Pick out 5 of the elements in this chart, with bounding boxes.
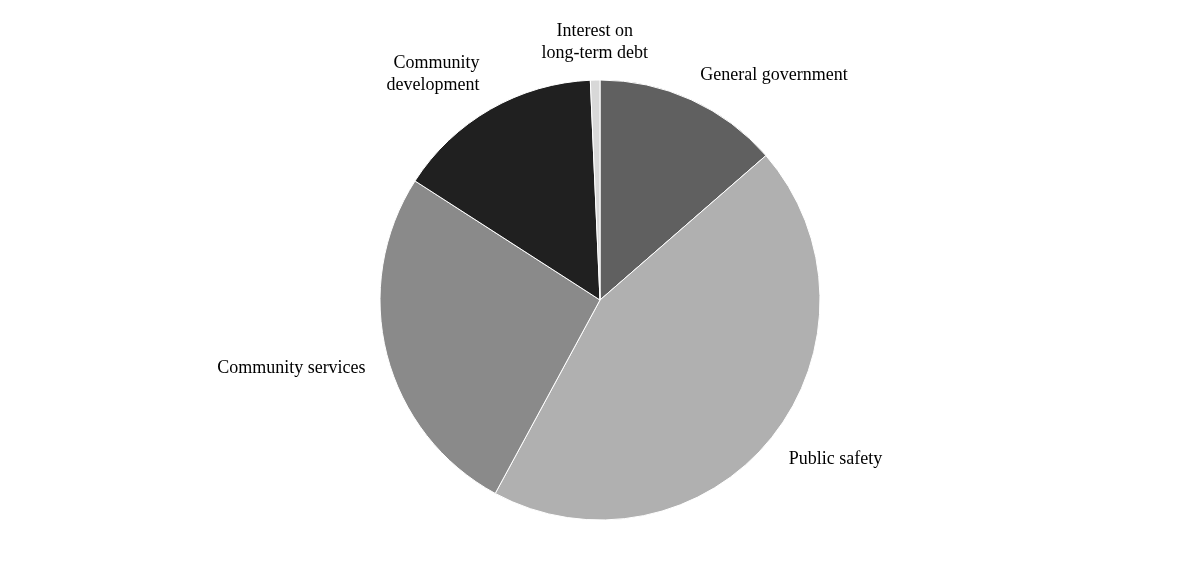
slice-label: Community services xyxy=(217,356,366,377)
slice-label: Interest on long-term debt xyxy=(541,20,648,63)
slice-label: Community development xyxy=(386,52,480,95)
slice-label: Public safety xyxy=(788,448,883,469)
slice-label: General government xyxy=(700,63,848,84)
